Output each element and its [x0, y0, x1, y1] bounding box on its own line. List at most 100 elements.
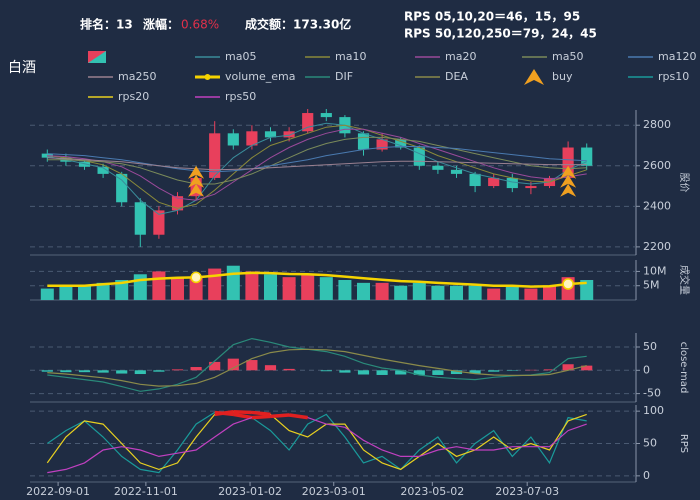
rps-long: RPS 50,120,250＝79，24，45	[404, 27, 597, 41]
legend-label: ma05	[225, 50, 256, 63]
volume-bar	[226, 265, 240, 300]
macd-bar	[264, 365, 277, 371]
volume-bar	[208, 268, 222, 300]
macd-bar	[41, 370, 53, 372]
macd-bar	[283, 368, 295, 371]
y-tick-label: 50	[643, 340, 657, 353]
y-tick-label: 2600	[643, 159, 671, 172]
change: 0.68%	[181, 18, 219, 32]
rps-high	[233, 412, 253, 420]
macd-bar	[357, 370, 370, 375]
candle-body	[395, 139, 407, 148]
volume-bar	[394, 285, 408, 300]
volume-bar	[487, 288, 501, 300]
x-tick-label: 2023-03-01	[302, 485, 366, 498]
candle-body	[506, 177, 518, 189]
volume-bar	[338, 280, 352, 300]
rps-line	[46, 411, 587, 471]
macd-bar	[469, 370, 481, 374]
y-tick-label: 2200	[643, 240, 671, 253]
macd-bar	[116, 370, 128, 374]
macd-bar	[78, 370, 91, 373]
macd-bar	[209, 361, 221, 371]
y-tick-label: 2800	[643, 118, 671, 131]
volume-bar	[580, 280, 594, 300]
x-tick-label: 2023-07-03	[495, 485, 559, 498]
rps-line	[47, 414, 587, 474]
volume-bar	[412, 282, 426, 300]
x-tick-label: 2023-01-02	[218, 485, 282, 498]
macd-bar	[432, 370, 444, 375]
ema-line	[47, 271, 587, 288]
macd-bar	[450, 370, 463, 375]
y-tick-label: 50	[643, 437, 657, 450]
legend-label: ma10	[335, 50, 366, 63]
volume-bar	[59, 285, 73, 300]
y-axis-label: 股价	[678, 173, 690, 193]
candle-body	[227, 133, 239, 146]
volume-bar	[301, 274, 315, 300]
y-tick-label: 100	[643, 404, 664, 417]
legend-label: rps50	[225, 90, 256, 103]
macd-bar	[413, 370, 425, 375]
candle-body	[246, 131, 258, 146]
legend-label: ma20	[445, 50, 476, 63]
y-axis-label: RPS	[678, 434, 689, 453]
candle-body	[97, 166, 109, 174]
macd-bar	[246, 360, 258, 371]
x-tick-label: 2023-05-02	[400, 485, 464, 498]
ma-line	[47, 124, 587, 209]
y-tick-label: 5M	[643, 279, 660, 292]
macd-bar	[581, 365, 593, 371]
macd-bar	[339, 370, 351, 373]
rps-high	[251, 414, 271, 420]
candle-body	[488, 177, 500, 187]
rps-high	[251, 410, 271, 417]
y-tick-label: 10M	[643, 264, 667, 277]
volume-bar	[133, 274, 147, 300]
candle-body	[525, 186, 537, 189]
y-axis-label: close-mad	[678, 342, 689, 394]
legend-swatch-dot	[204, 74, 211, 80]
candle-body	[432, 165, 444, 170]
legend-label: volume_ema	[225, 70, 295, 83]
y-tick-label: -50	[643, 387, 661, 400]
rps-high	[288, 413, 308, 420]
legend-label: rps10	[658, 70, 689, 83]
volume-bar	[152, 271, 166, 300]
macd-bar	[171, 369, 184, 371]
legend-label: ma250	[118, 70, 156, 83]
volume-bar	[115, 280, 129, 300]
candle-body	[376, 139, 388, 150]
candle-body	[209, 133, 221, 178]
volume-bar	[431, 285, 445, 300]
rps-line	[46, 411, 587, 474]
volume-bar	[96, 282, 110, 300]
ma-line	[47, 136, 587, 185]
rps-high	[214, 410, 234, 417]
candle-body	[302, 113, 314, 132]
buy-marker	[560, 165, 577, 197]
macd-bar	[320, 370, 332, 372]
ma-line	[47, 122, 587, 215]
y-axis-label: 成交量	[678, 265, 691, 295]
macd-bar	[153, 370, 165, 372]
change-label: 涨幅：	[143, 17, 179, 32]
candle-body	[357, 133, 370, 150]
macd-line	[47, 337, 587, 392]
candle-body	[320, 113, 332, 118]
volume-bar	[505, 285, 519, 300]
candle-body	[153, 210, 165, 235]
candle-body	[78, 161, 91, 167]
ma-line	[47, 146, 587, 173]
ma-line	[47, 157, 587, 171]
volume-bar	[356, 282, 371, 300]
macd-bar	[227, 358, 239, 371]
legend-label: DEA	[445, 70, 468, 83]
candle-body	[581, 147, 593, 166]
rps-short: RPS 05,10,20＝46，15，95	[404, 10, 580, 24]
volume-bar	[468, 285, 482, 300]
volume-bar	[170, 277, 185, 300]
volume-bar	[375, 282, 389, 300]
candle-body	[283, 131, 295, 138]
